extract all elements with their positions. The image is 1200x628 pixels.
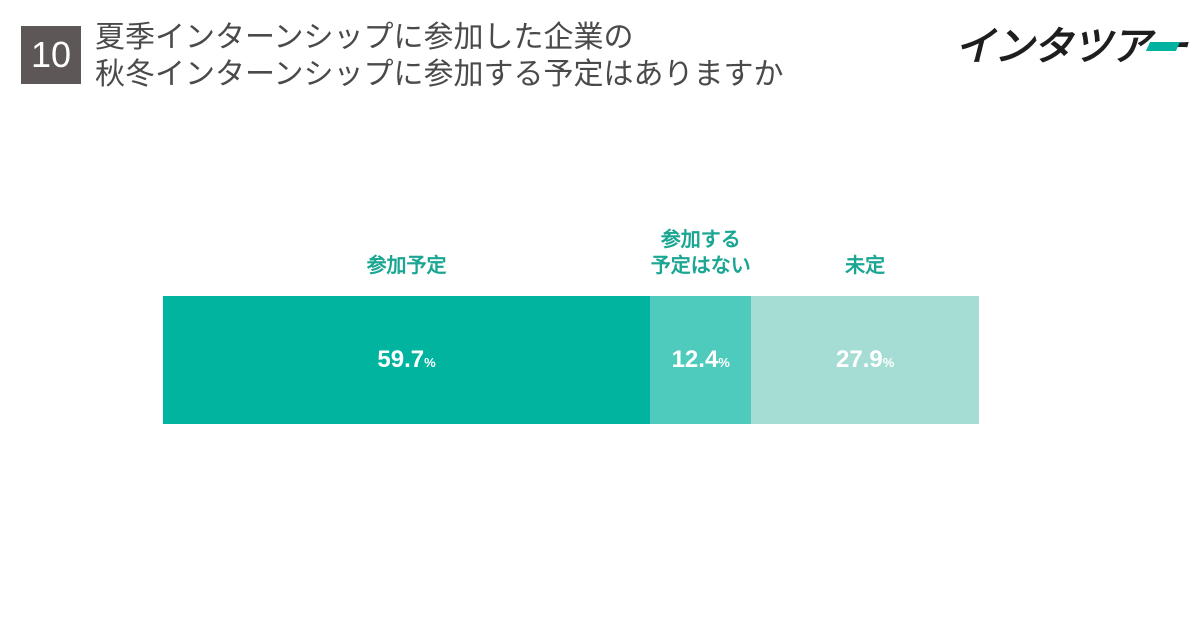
- category-label-2: 参加する 予定はない: [650, 227, 751, 277]
- bar-value-label-3: 27.9%: [751, 296, 979, 424]
- category-label-1: 参加予定: [366, 253, 447, 277]
- title-line-1: 夏季インターンシップに参加した企業の: [95, 20, 634, 55]
- bar-value-number: 12.4: [671, 346, 719, 373]
- bar-segment-2: [650, 296, 752, 424]
- bar-value-unit: %: [424, 355, 436, 370]
- bar-value-unit: %: [882, 355, 895, 370]
- bar-segment-3: [751, 296, 979, 424]
- brand-logo: インタツアー: [955, 22, 1188, 72]
- bar-value-label-2: 12.4%: [650, 296, 751, 424]
- page-title: 夏季インターンシップに参加した企業の 秋冬インターンシップに参加する予定はありま…: [95, 19, 784, 93]
- bar-value-unit: %: [718, 355, 730, 370]
- bar-value-number: 27.9: [836, 346, 883, 373]
- question-number: 10: [21, 26, 81, 84]
- bar-value-label-1: 59.7%: [163, 296, 650, 424]
- bar-segment-1: [163, 296, 651, 424]
- title-line-2: 秋冬インターンシップに参加する予定はありますか: [95, 57, 784, 92]
- bar-value-number: 59.7: [377, 346, 425, 373]
- category-label-3: 未定: [845, 253, 886, 277]
